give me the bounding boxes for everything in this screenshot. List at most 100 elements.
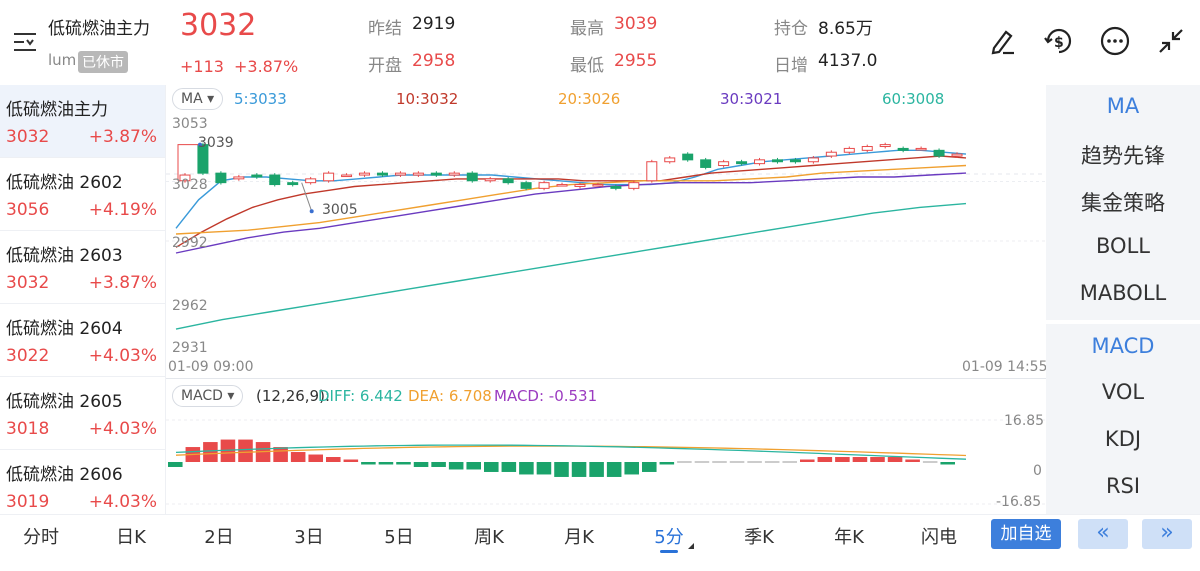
- last-price: 3032: [180, 8, 257, 43]
- indicator-maboll[interactable]: MABOLL: [1079, 281, 1167, 305]
- low-marker-dot: [309, 209, 314, 214]
- tab-monthly[interactable]: 月K: [564, 527, 594, 548]
- low-annotation: 3005: [322, 202, 358, 218]
- candle-up: [341, 174, 353, 178]
- candle-down: [287, 182, 299, 186]
- more-options-icon[interactable]: [1098, 24, 1132, 62]
- draw-pen-icon[interactable]: [986, 24, 1020, 62]
- contract-item-main[interactable]: 低硫燃油主力 3032 +3.87%: [0, 85, 165, 158]
- contract-item-2602[interactable]: 低硫燃油 2602 3056 +4.19%: [0, 158, 165, 231]
- contract-price: 3056: [6, 200, 50, 220]
- indicator-ma[interactable]: MA: [1106, 94, 1140, 118]
- add-watchlist-button[interactable]: 加自选: [991, 519, 1061, 549]
- candle-down: [502, 178, 514, 184]
- next-button[interactable]: »: [1142, 519, 1192, 549]
- candle-up: [305, 178, 317, 184]
- contract-price: 3032: [6, 127, 50, 147]
- stat-label-low: 最低: [570, 56, 604, 76]
- ma30-value: 30:3021: [720, 90, 783, 108]
- candle-down: [269, 174, 281, 186]
- candle-up: [359, 172, 371, 176]
- indicator-kdj[interactable]: KDJ: [1104, 427, 1142, 451]
- tab-daily[interactable]: 日K: [116, 527, 146, 548]
- macd-value: MACD: -0.531: [494, 387, 598, 405]
- indicator-boll[interactable]: BOLL: [1096, 234, 1150, 258]
- macd-bar-negative: [448, 462, 464, 470]
- tab-5min[interactable]: 5分: [654, 527, 684, 548]
- candle-up: [323, 172, 335, 182]
- stat-value-open: 2958: [412, 51, 456, 71]
- tab-2day[interactable]: 2日: [204, 527, 234, 548]
- stat-label-open-interest: 持仓: [774, 19, 808, 39]
- macd-bar-positive: [308, 454, 323, 462]
- macd-bar-negative: [624, 462, 639, 475]
- macd-bar-positive: [817, 457, 833, 462]
- contract-item-2604[interactable]: 低硫燃油 2604 3022 +4.03%: [0, 304, 165, 377]
- time-axis-start: 01-09 09:00: [168, 359, 254, 375]
- collapse-icon[interactable]: [1154, 24, 1188, 62]
- contract-item-2603[interactable]: 低硫燃油 2603 3032 +3.87%: [0, 231, 165, 304]
- indicator-strategy[interactable]: 集金策略: [1081, 191, 1165, 215]
- ma-selector[interactable]: MA ▾: [172, 88, 224, 110]
- contract-name: 低硫燃油 2605: [6, 392, 123, 412]
- prev-button[interactable]: «: [1078, 519, 1128, 549]
- candlestick-chart[interactable]: [166, 112, 1046, 360]
- indicator-trend[interactable]: 趋势先锋: [1081, 144, 1165, 168]
- candle-up: [448, 172, 460, 176]
- tab-5day[interactable]: 5日: [384, 527, 414, 548]
- price-axis-label: 2962: [172, 298, 208, 314]
- macd-bar-positive: [290, 452, 306, 462]
- macd-dea: DEA: 6.708: [408, 387, 492, 405]
- candle-up: [412, 172, 424, 176]
- contract-item-2605[interactable]: 低硫燃油 2605 3018 +4.03%: [0, 377, 165, 450]
- candle-down: [215, 172, 227, 184]
- candle-down: [376, 172, 388, 176]
- macd-bar-positive: [835, 457, 850, 462]
- candle-up: [807, 157, 819, 163]
- macd-bar-negative: [642, 462, 657, 472]
- indicator-vol[interactable]: VOL: [1101, 380, 1145, 404]
- contract-item-2606[interactable]: 低硫燃油 2606 3019 +4.03%: [0, 450, 165, 523]
- tab-yearly[interactable]: 年K: [834, 527, 864, 548]
- menu-icon[interactable]: [12, 30, 38, 58]
- stat-label-open: 开盘: [368, 56, 402, 76]
- macd-diff: DIFF: 6.442: [318, 387, 403, 405]
- candle-up: [825, 151, 837, 157]
- macd-chart[interactable]: [166, 412, 1046, 512]
- macd-bar-positive: [273, 447, 288, 462]
- tab-timeshare[interactable]: 分时: [23, 527, 59, 548]
- macd-selector[interactable]: MACD ▾: [172, 385, 244, 407]
- tab-dropdown-icon[interactable]: [688, 543, 694, 549]
- contract-pct: +4.03%: [88, 419, 157, 439]
- candle-up: [754, 159, 766, 165]
- candle-down: [933, 149, 945, 157]
- macd-bar-negative: [554, 462, 569, 477]
- stat-value-low: 2955: [614, 51, 658, 71]
- contract-pct: +4.03%: [88, 346, 157, 366]
- tab-weekly[interactable]: 周K: [474, 527, 504, 548]
- macd-bar-negative: [396, 462, 411, 465]
- tab-flash[interactable]: 闪电: [921, 527, 957, 548]
- price-axis-label: 3028: [172, 177, 208, 193]
- contract-name: 低硫燃油 2603: [6, 246, 123, 266]
- candle-down: [700, 159, 712, 168]
- indicator-rsi[interactable]: RSI: [1105, 474, 1141, 498]
- macd-bar-negative: [413, 462, 429, 467]
- indicator-macd[interactable]: MACD: [1091, 334, 1155, 358]
- candle-down: [197, 144, 209, 174]
- macd-params: (12,26,9):: [256, 387, 331, 405]
- sub-indicator-panel: MACD VOL KDJ RSI: [1046, 324, 1200, 514]
- macd-selector-label: MACD: [181, 388, 223, 404]
- candle-up: [879, 144, 891, 148]
- ma-selector-label: MA: [181, 91, 203, 107]
- trade-dollar-icon[interactable]: $: [1042, 24, 1076, 62]
- tab-quarterly[interactable]: 季K: [744, 527, 774, 548]
- tab-3day[interactable]: 3日: [294, 527, 324, 548]
- macd-bar-negative: [536, 462, 552, 475]
- stat-value-prev-settle: 2919: [412, 14, 456, 34]
- macd-bar-positive: [905, 459, 920, 462]
- candle-up: [664, 157, 676, 163]
- macd-bar-negative: [501, 462, 517, 472]
- candle-up: [861, 146, 873, 151]
- contract-pct: +3.87%: [88, 273, 157, 293]
